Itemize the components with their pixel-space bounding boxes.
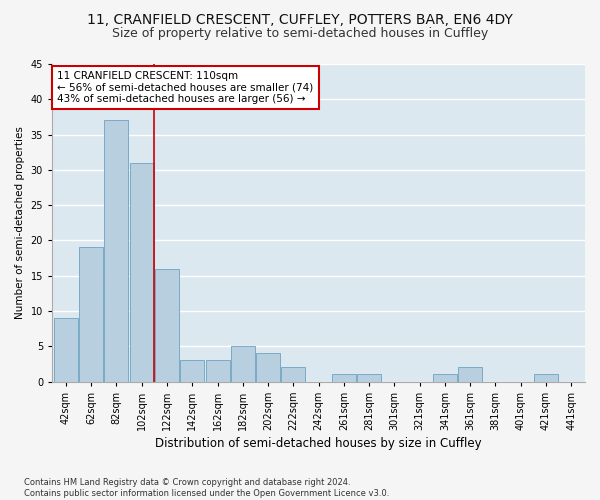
Bar	[433, 374, 457, 382]
Bar	[104, 120, 128, 382]
X-axis label: Distribution of semi-detached houses by size in Cuffley: Distribution of semi-detached houses by …	[155, 437, 482, 450]
Text: 11, CRANFIELD CRESCENT, CUFFLEY, POTTERS BAR, EN6 4DY: 11, CRANFIELD CRESCENT, CUFFLEY, POTTERS…	[87, 12, 513, 26]
Bar	[458, 368, 482, 382]
Y-axis label: Number of semi-detached properties: Number of semi-detached properties	[15, 126, 25, 319]
Bar	[54, 318, 78, 382]
Bar	[79, 248, 103, 382]
Text: Size of property relative to semi-detached houses in Cuffley: Size of property relative to semi-detach…	[112, 28, 488, 40]
Bar	[256, 354, 280, 382]
Bar	[534, 374, 558, 382]
Bar	[206, 360, 230, 382]
Bar	[281, 368, 305, 382]
Text: 11 CRANFIELD CRESCENT: 110sqm
← 56% of semi-detached houses are smaller (74)
43%: 11 CRANFIELD CRESCENT: 110sqm ← 56% of s…	[57, 71, 313, 104]
Bar	[332, 374, 356, 382]
Bar	[180, 360, 204, 382]
Bar	[357, 374, 381, 382]
Text: Contains HM Land Registry data © Crown copyright and database right 2024.
Contai: Contains HM Land Registry data © Crown c…	[24, 478, 389, 498]
Bar	[155, 268, 179, 382]
Bar	[130, 163, 154, 382]
Bar	[231, 346, 255, 382]
